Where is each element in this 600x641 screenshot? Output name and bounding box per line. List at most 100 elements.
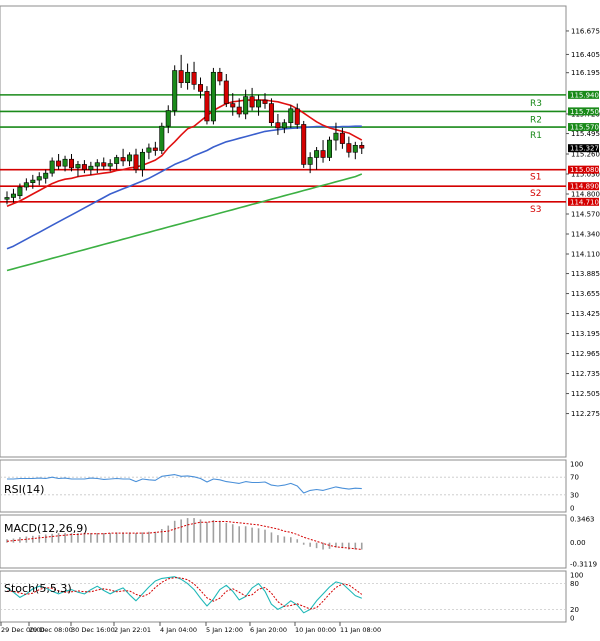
- candle-body: [339, 132, 345, 144]
- main-y-tick-label: 113.425: [571, 310, 600, 318]
- main-y-tick-label: 114.340: [571, 231, 600, 239]
- level-price-label-s3: 114.710: [570, 198, 599, 206]
- candle-body: [223, 80, 229, 104]
- main-y-tick-label: 116.195: [571, 69, 600, 77]
- rsi-y-tick-label: 100: [570, 461, 583, 469]
- candle-body: [23, 182, 29, 188]
- candle-body: [178, 70, 184, 83]
- candle-body: [294, 108, 300, 125]
- stoch-y-tick-label: 80: [570, 580, 579, 588]
- main-y-tick-label: 114.800: [571, 191, 600, 199]
- candle-body: [94, 162, 100, 167]
- level-price-label-r2: 115.750: [570, 108, 599, 116]
- main-y-tick-label: 113.195: [571, 330, 600, 338]
- rsi-y-tick-label: 70: [570, 474, 579, 482]
- x-tick-label: 11 Jan 08:00: [340, 626, 381, 634]
- level-price-label-s1: 115.080: [570, 166, 599, 174]
- candle-body: [139, 151, 145, 170]
- candle-body: [88, 165, 94, 170]
- rsi-title: RSI(14): [4, 483, 44, 496]
- level-name-s1: S1: [530, 173, 541, 183]
- sma-green-line: [6, 173, 363, 272]
- candle-body: [69, 158, 75, 169]
- x-tick-label: 29 Dec 08:00: [29, 626, 73, 634]
- candle-body: [288, 108, 294, 123]
- candle-body: [198, 84, 204, 92]
- candle-body: [243, 96, 249, 115]
- candle-body: [10, 193, 16, 198]
- rsi-y-tick-label: 0: [570, 505, 574, 513]
- main-y-tick-label: 113.655: [571, 290, 600, 298]
- main-y-tick-label: 116.675: [571, 27, 600, 35]
- candle-body: [101, 162, 107, 167]
- candle-body: [307, 157, 313, 165]
- level-name-s3: S3: [530, 205, 541, 215]
- macd-panel-frame: [0, 514, 567, 569]
- main-y-tick-label: 114.110: [571, 251, 600, 259]
- candle-body: [249, 96, 255, 108]
- candle-body: [43, 172, 49, 179]
- candle-body: [159, 125, 165, 151]
- level-price-box-s1: [568, 165, 599, 174]
- level-price-box-r3: [568, 90, 599, 99]
- x-tick-label: 29 Dec 00:00: [1, 626, 45, 634]
- candle-body: [127, 154, 133, 162]
- candle-body: [268, 103, 274, 123]
- rsi-line: [7, 474, 362, 494]
- candle-body: [262, 99, 268, 104]
- level-price-label-r3: 115.940: [570, 91, 599, 99]
- candle-body: [114, 157, 120, 164]
- candle-body: [256, 99, 262, 108]
- level-price-label-r1: 115.570: [570, 124, 599, 132]
- candle-body: [320, 150, 326, 158]
- candle-body: [210, 71, 216, 122]
- macd-y-tick-label: -0.3119: [570, 561, 597, 569]
- main-y-tick-label: 115.030: [571, 171, 600, 179]
- x-tick-label: 10 Jan 00:00: [295, 626, 336, 634]
- rsi-y-tick-label: 30: [570, 491, 579, 499]
- level-price-box-s2: [568, 182, 599, 191]
- candle-body: [152, 147, 158, 151]
- candle-body: [281, 122, 287, 129]
- candle-body: [4, 197, 10, 200]
- level-price-box-r2: [568, 107, 599, 116]
- candle-body: [146, 147, 152, 153]
- candle-body: [333, 132, 339, 141]
- candle-body: [165, 110, 171, 127]
- candle-body: [346, 143, 352, 153]
- current-price-label: 115.327: [570, 145, 599, 153]
- candle-body: [326, 139, 332, 158]
- candle-body: [36, 176, 42, 181]
- x-tick-label: 6 Jan 20:00: [250, 626, 287, 634]
- level-price-box-r1: [568, 123, 599, 132]
- macd-y-tick-label: 0.00: [570, 539, 586, 547]
- candle-body: [30, 179, 36, 183]
- level-price-box-s3: [568, 197, 599, 206]
- candle-body: [359, 145, 365, 149]
- candle-body: [275, 122, 281, 129]
- candle-body: [185, 71, 191, 83]
- stoch-y-tick-label: 20: [570, 606, 579, 614]
- sma-red-line: [6, 99, 363, 207]
- stoch-main-line: [6, 576, 363, 614]
- candle-body: [314, 150, 320, 158]
- candle-body: [236, 106, 242, 115]
- candle-body: [62, 158, 68, 167]
- stoch-y-tick-label: 0: [570, 615, 574, 623]
- main-y-tick-label: 112.275: [571, 410, 600, 418]
- current-price-box: [568, 144, 599, 153]
- candle-body: [191, 71, 197, 85]
- candle-body: [133, 154, 139, 170]
- candle-body: [301, 124, 307, 165]
- x-tick-label: 2 Jan 22:01: [114, 626, 151, 634]
- main-y-tick-label: 112.735: [571, 370, 600, 378]
- candle-body: [352, 145, 358, 153]
- level-price-label-s2: 114.890: [570, 183, 599, 191]
- candle-body: [230, 103, 236, 108]
- macd-y-tick-label: 0.3463: [570, 516, 595, 524]
- main-panel-frame: [0, 5, 567, 458]
- candle-body: [75, 164, 81, 169]
- candle-body: [172, 70, 178, 111]
